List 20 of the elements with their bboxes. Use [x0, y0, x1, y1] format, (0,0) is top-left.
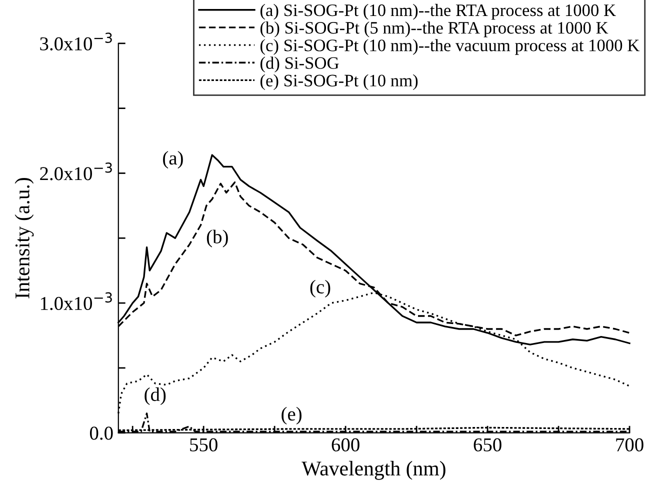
x-tick-label: 700: [616, 438, 644, 452]
y-tick-label: 3.0x10$^{−3}$: [40, 32, 112, 50]
x-tick-label: 650: [474, 438, 502, 452]
legend-label: (d) Si-SOG: [260, 56, 339, 72]
x-tick-label: 550: [190, 438, 218, 452]
y-tick-label: 0.0: [90, 426, 113, 440]
annotation: (b): [206, 230, 228, 248]
y-tick-label: 2.0x10$^{−3}$: [40, 162, 112, 180]
x-axis-title: Wavelength (nm): [302, 460, 446, 480]
annotation: (d): [144, 387, 166, 406]
legend-label: (c) Si-SOG-Pt (10 nm)--the vacuum process at 1000 K: [260, 39, 640, 55]
legend-label: (b) Si-SOG-Pt (5 nm)--the RTA process at 1000 K: [260, 21, 608, 38]
annotation: (c): [310, 280, 330, 298]
legend-label: (e) Si-SOG-Pt (10 nm): [260, 74, 418, 90]
annotation: (a): [163, 150, 183, 169]
y-tick-label: 1.0x10$^{−3}$: [40, 292, 112, 310]
y-axis-title: Intensity (a.u.): [14, 178, 34, 298]
legend-label: (a) Si-SOG-Pt (10 nm)--the RTA process at 1000 K: [260, 4, 616, 20]
x-tick-label: 600: [332, 438, 360, 452]
annotation: (e): [282, 406, 302, 425]
